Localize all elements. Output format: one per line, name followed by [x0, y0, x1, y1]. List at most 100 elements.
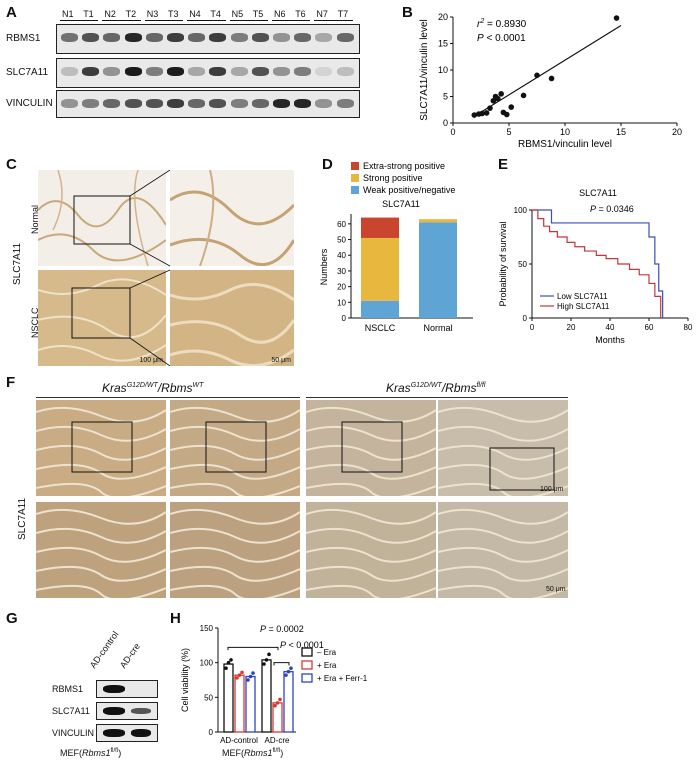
legend-label-d: Weak positive/negative [363, 185, 455, 195]
significance-bracket-2 [273, 662, 290, 666]
stacked-bar-segment [361, 237, 399, 301]
lane-pair-line [60, 20, 99, 21]
scatter-point [534, 72, 540, 79]
lane-label-n3: N3 [146, 9, 159, 19]
legend-label-h: + Era [317, 661, 337, 670]
blot-band [61, 99, 78, 108]
blot-band [188, 67, 206, 76]
lane-label-t5: T5 [252, 9, 264, 19]
zoom-lines-c [129, 170, 171, 366]
y-tick-label-h: 0 [209, 728, 214, 737]
lane-label-n4: N4 [189, 9, 201, 19]
scatter-point [471, 112, 478, 118]
viability-point [264, 658, 269, 662]
group-label-flfl: KrasG12D/WT/Rbmsfl/fl [386, 381, 486, 395]
viability-point [224, 666, 228, 671]
group-underline-flfl [306, 397, 568, 398]
blot-row-label-g-slc7a11: SLC7A11 [52, 706, 90, 716]
blot-band [251, 99, 269, 108]
blot-row-label-vinculin: VINCULIN [6, 98, 53, 109]
panel-label-c: C [6, 156, 17, 173]
stat-r-label: r2 = 0.8930 [477, 18, 527, 30]
blot-band [167, 99, 184, 108]
ihc-tile-f-r1-c0 [36, 502, 166, 598]
blot-band [315, 99, 333, 108]
blot-band [103, 99, 121, 108]
x-tick-label-e: 60 [645, 323, 654, 332]
y-tick-label-e: 100 [514, 206, 528, 215]
scale-bar-label-50-c: 50 μm [271, 357, 291, 364]
blot-band [336, 67, 354, 76]
lane-label-t7: T7 [337, 9, 349, 19]
viability-bar [223, 663, 234, 733]
viability-point [226, 660, 231, 665]
y-axis-label-h: Cell viability (%) [180, 648, 190, 712]
blot-band [188, 99, 206, 108]
x-axis-label-b: RBMS1/vinculin level [518, 139, 612, 150]
blot-band [251, 67, 269, 76]
y-tick-label-d: 60 [337, 220, 346, 229]
survival-line-low [532, 209, 664, 318]
blot-band [230, 33, 248, 42]
lane-label-n6: N6 [274, 9, 286, 19]
scatter-point [483, 110, 490, 116]
ihc-tile-f-r0-c2 [306, 400, 436, 496]
ihc-nsclc-high: 50 μm [170, 270, 294, 366]
y-tick-label-b: 10 [438, 65, 448, 75]
footer-label-h: MEF(Rbms1fl/fl) [222, 748, 284, 758]
x-tick-label-e: 0 [530, 323, 535, 332]
blot-row-label-rbms1: RBMS1 [6, 33, 41, 44]
viability-point [251, 671, 255, 675]
viability-bar [234, 674, 245, 733]
x-tick-label-d: Normal [423, 323, 452, 333]
scatter-point [490, 97, 497, 104]
scale-bar-label-100-f: 100 μm [540, 486, 564, 493]
y-tick-label-h: 50 [204, 693, 213, 702]
panel-label-g: G [6, 610, 18, 627]
blot-band [273, 67, 290, 76]
chart-title-d: SLC7A11 [382, 199, 420, 209]
x-axis-label-e: Months [595, 335, 625, 345]
blot-row-label-g-rbms1: RBMS1 [52, 684, 84, 694]
scale-bar-label-50-f: 50 μm [546, 586, 566, 593]
survival-chart-e: P = 0.0346 SLC7A11 0 20 40 60 80 0 50 100 Low SLC… [498, 188, 693, 345]
x-tick-label-b: 5 [506, 127, 511, 137]
y-tick-label-h: 100 [200, 659, 214, 668]
stat-p-label: P < 0.0001 [477, 33, 526, 44]
group-label-wt: KrasG12D/WT/RbmsWT [102, 381, 204, 395]
viability-point [262, 662, 266, 666]
viability-point [289, 666, 293, 671]
stacked-bar-segment [419, 219, 457, 223]
blot-strip-g-rbms1 [96, 680, 158, 698]
viability-point [273, 703, 277, 708]
lane-pair-line [229, 20, 268, 21]
legend-label-h: – Era [317, 648, 337, 657]
x-tick-label-h: AD-cre [265, 736, 290, 745]
y-tick-label-d: 10 [337, 298, 346, 307]
scale-bar-label-100-c: 100 μm [139, 357, 164, 364]
p-value-h-2: P < 0.0001 [280, 640, 324, 650]
panel-label-e: E [498, 156, 509, 173]
survival-line-high [532, 209, 662, 318]
y-axis-label-e: Probability of survival [498, 221, 508, 306]
blot-band [145, 99, 163, 108]
legend-swatch-d [351, 186, 359, 194]
blot-band [167, 67, 184, 76]
legend-swatch-h [301, 660, 313, 670]
y-tick-label-b: 5 [443, 92, 448, 102]
blot-band [188, 33, 206, 42]
blot-band [273, 33, 290, 42]
chart-title-e: SLC7A11 [579, 188, 617, 198]
blot-strip-slc7a11 [56, 58, 360, 88]
legend-swatch-h [301, 673, 313, 683]
viability-point [240, 670, 244, 675]
y-tick-label-d: 30 [337, 267, 346, 276]
x-tick-label-h: AD-control [220, 736, 258, 745]
blot-band [124, 99, 142, 108]
lane-label-n7: N7 [316, 9, 328, 19]
blot-band [209, 67, 227, 76]
blot-strip-rbms1 [56, 24, 360, 54]
stacked-bar-segment [419, 222, 457, 318]
blot-band [167, 33, 184, 42]
blot-band [61, 67, 78, 76]
